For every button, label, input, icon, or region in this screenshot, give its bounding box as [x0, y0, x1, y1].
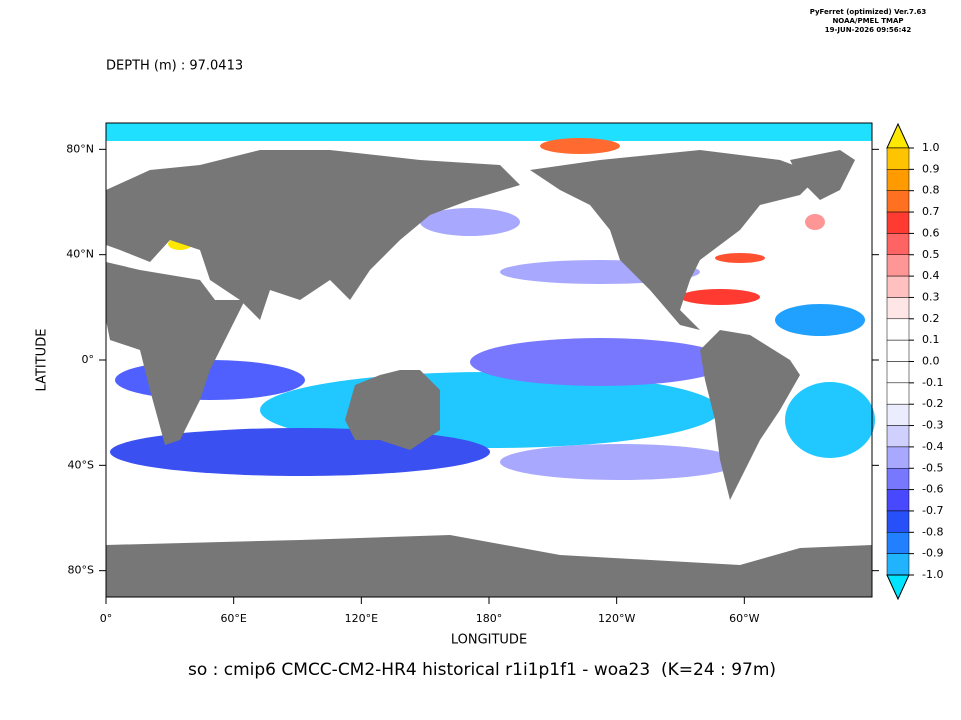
colorbar-label: -0.8 — [922, 525, 943, 538]
colorbar-label: 0.7 — [922, 205, 940, 218]
colorbar-bin — [886, 489, 910, 512]
colorbar-label: -0.2 — [922, 397, 943, 410]
y-tick-label: 80°S — [68, 564, 94, 577]
colorbar-bin — [886, 532, 910, 554]
colorbar-label: 0.2 — [922, 312, 940, 325]
y-tick-label: 0° — [82, 353, 95, 366]
x-tick-label: 60°E — [220, 612, 246, 625]
y-tick-label: 40°N — [66, 248, 94, 261]
colorbar-bin — [886, 403, 910, 426]
colorbar-bin — [886, 211, 910, 234]
x-tick-label: 60°W — [729, 612, 759, 625]
colorbar-label: -0.5 — [922, 461, 943, 474]
colorbar-bin — [886, 233, 910, 255]
colorbar-label: -1.0 — [922, 568, 943, 581]
colorbar-triangle — [886, 574, 910, 601]
colorbar-label: 0.1 — [922, 333, 940, 346]
colorbar-label: 0.3 — [922, 290, 940, 303]
colorbar-bin — [886, 190, 910, 213]
x-tick-label: 180° — [476, 612, 503, 625]
colorbar-label: 0.8 — [922, 184, 940, 197]
x-tick-label: 120°W — [598, 612, 635, 625]
colorbar-bin — [886, 318, 910, 341]
colorbar-bin — [886, 297, 910, 320]
colorbar-label: 0.5 — [922, 248, 940, 261]
colorbar-bin — [886, 425, 910, 448]
colorbar-bin — [886, 147, 910, 170]
colorbar-bin — [886, 382, 910, 405]
y-axis-label: LATITUDE — [35, 329, 50, 392]
colorbar-bin — [886, 553, 910, 576]
colorbar-label: 0.0 — [922, 355, 940, 368]
x-tick-label: 120°E — [345, 612, 378, 625]
x-tick-label: 0° — [100, 612, 113, 625]
colorbar-bin — [886, 446, 910, 469]
subtitle: DEPTH (m) : 97.0413 — [106, 59, 243, 74]
colorbar-bin — [886, 468, 910, 490]
y-tick-label: 80°N — [66, 142, 94, 155]
x-axis-label: LONGITUDE — [451, 633, 527, 648]
colorbar-label: 0.6 — [922, 226, 940, 239]
header-line: 19-JUN-2026 09:56:42 — [825, 26, 912, 34]
colorbar-label: -0.1 — [922, 376, 943, 389]
colorbar-bin — [886, 169, 910, 191]
colorbar-label: -0.7 — [922, 504, 943, 517]
header-line: NOAA/PMEL TMAP — [832, 17, 903, 25]
chart-title: so : cmip6 CMCC-CM2-HR4 historical r1i1p… — [188, 660, 776, 680]
colorbar-label: -0.6 — [922, 483, 943, 496]
colorbar-label: -0.9 — [922, 547, 943, 560]
colorbar-bin — [886, 275, 910, 298]
colorbar-label: -0.3 — [922, 419, 943, 432]
colorbar-label: 1.0 — [922, 141, 940, 154]
colorbar-label: -0.4 — [922, 440, 943, 453]
colorbar-triangle — [886, 122, 910, 149]
map-field — [105, 122, 875, 598]
colorbar-bin — [886, 510, 910, 533]
colorbar-bin — [886, 361, 910, 384]
colorbar-label: 0.9 — [922, 162, 940, 175]
colorbar-label: 0.4 — [922, 269, 940, 282]
y-tick-label: 40°S — [68, 458, 94, 471]
header-line: PyFerret (optimized) Ver.7.63 — [810, 8, 927, 16]
colorbar-bin — [886, 339, 910, 362]
colorbar-bin — [886, 254, 910, 277]
